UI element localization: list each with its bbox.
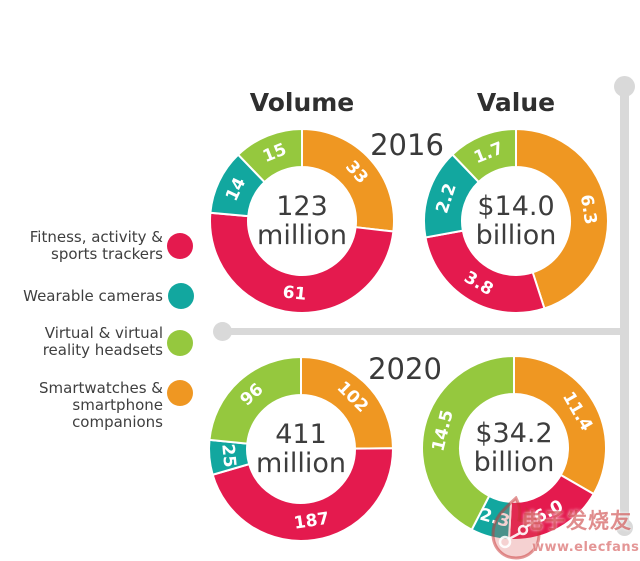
donut-chart-value-2020: 11.4 6.0 2.3 14.5 $34.2 billion (419, 353, 609, 543)
donut-segment-vr (451, 127, 517, 184)
donut-segment-smartwatch (513, 354, 607, 496)
elecfans-logo-icon (483, 495, 549, 561)
donut-chart-volume-2020: 102 187 25 96 411 million (206, 354, 396, 544)
year-label-2016: 2016 (370, 128, 444, 162)
donut-segment-vr (236, 127, 303, 184)
legend-dot-cameras (168, 283, 194, 309)
watermark: 电子发烧友 www.elecfans.com (483, 495, 640, 561)
segment-value-label-cameras: 25 (217, 443, 239, 468)
timeline-vertical-top-cap (614, 76, 635, 97)
legend-item-fitness: Fitness, activity & sports trackers (29, 228, 163, 263)
segment-value-label-fitness: 61 (282, 282, 308, 304)
donut-center-total: $14.0 billion (476, 191, 557, 251)
donut-segment-smartwatch (515, 127, 609, 310)
volume-column-header: Volume (249, 88, 355, 117)
donut-segment-fitness (209, 211, 395, 314)
watermark-text: 电子发烧友 (522, 509, 632, 533)
watermark-url: www.elecfans.com (532, 540, 640, 555)
value-column-header: Value (476, 88, 556, 117)
donut-segment-vr (208, 355, 302, 445)
legend-item-smartwatch: Smartwatches & smartphone companions (39, 379, 163, 431)
donut-segment-smartwatch (301, 127, 395, 233)
donut-chart-volume-2016: 33 61 14 15 123 million (207, 126, 397, 316)
donut-segment-fitness (211, 447, 394, 542)
timeline-horizontal-line (222, 328, 629, 335)
donut-center-total: 123 million (257, 191, 347, 251)
timeline-vertical-bottom-cap (616, 519, 633, 536)
timeline-horizontal-left-cap (213, 322, 232, 341)
segment-value-label-smartwatch: 6.3 (576, 193, 600, 226)
donut-center-total: 411 million (256, 419, 346, 479)
legend-dot-fitness (167, 233, 193, 259)
legend-item-cameras: Wearable cameras (23, 287, 163, 305)
legend-dot-smartwatch (167, 380, 193, 406)
year-label-2020: 2020 (368, 352, 442, 386)
timeline-vertical-line (620, 86, 629, 529)
donut-center-total: $34.2 billion (474, 418, 555, 478)
donut-chart-value-2016: 6.3 3.8 2.2 1.7 $14.0 billion (421, 126, 611, 316)
donut-segment-vr (421, 354, 515, 532)
legend-dot-vr (167, 330, 193, 356)
legend-item-vr: Virtual & virtual reality headsets (42, 324, 163, 359)
